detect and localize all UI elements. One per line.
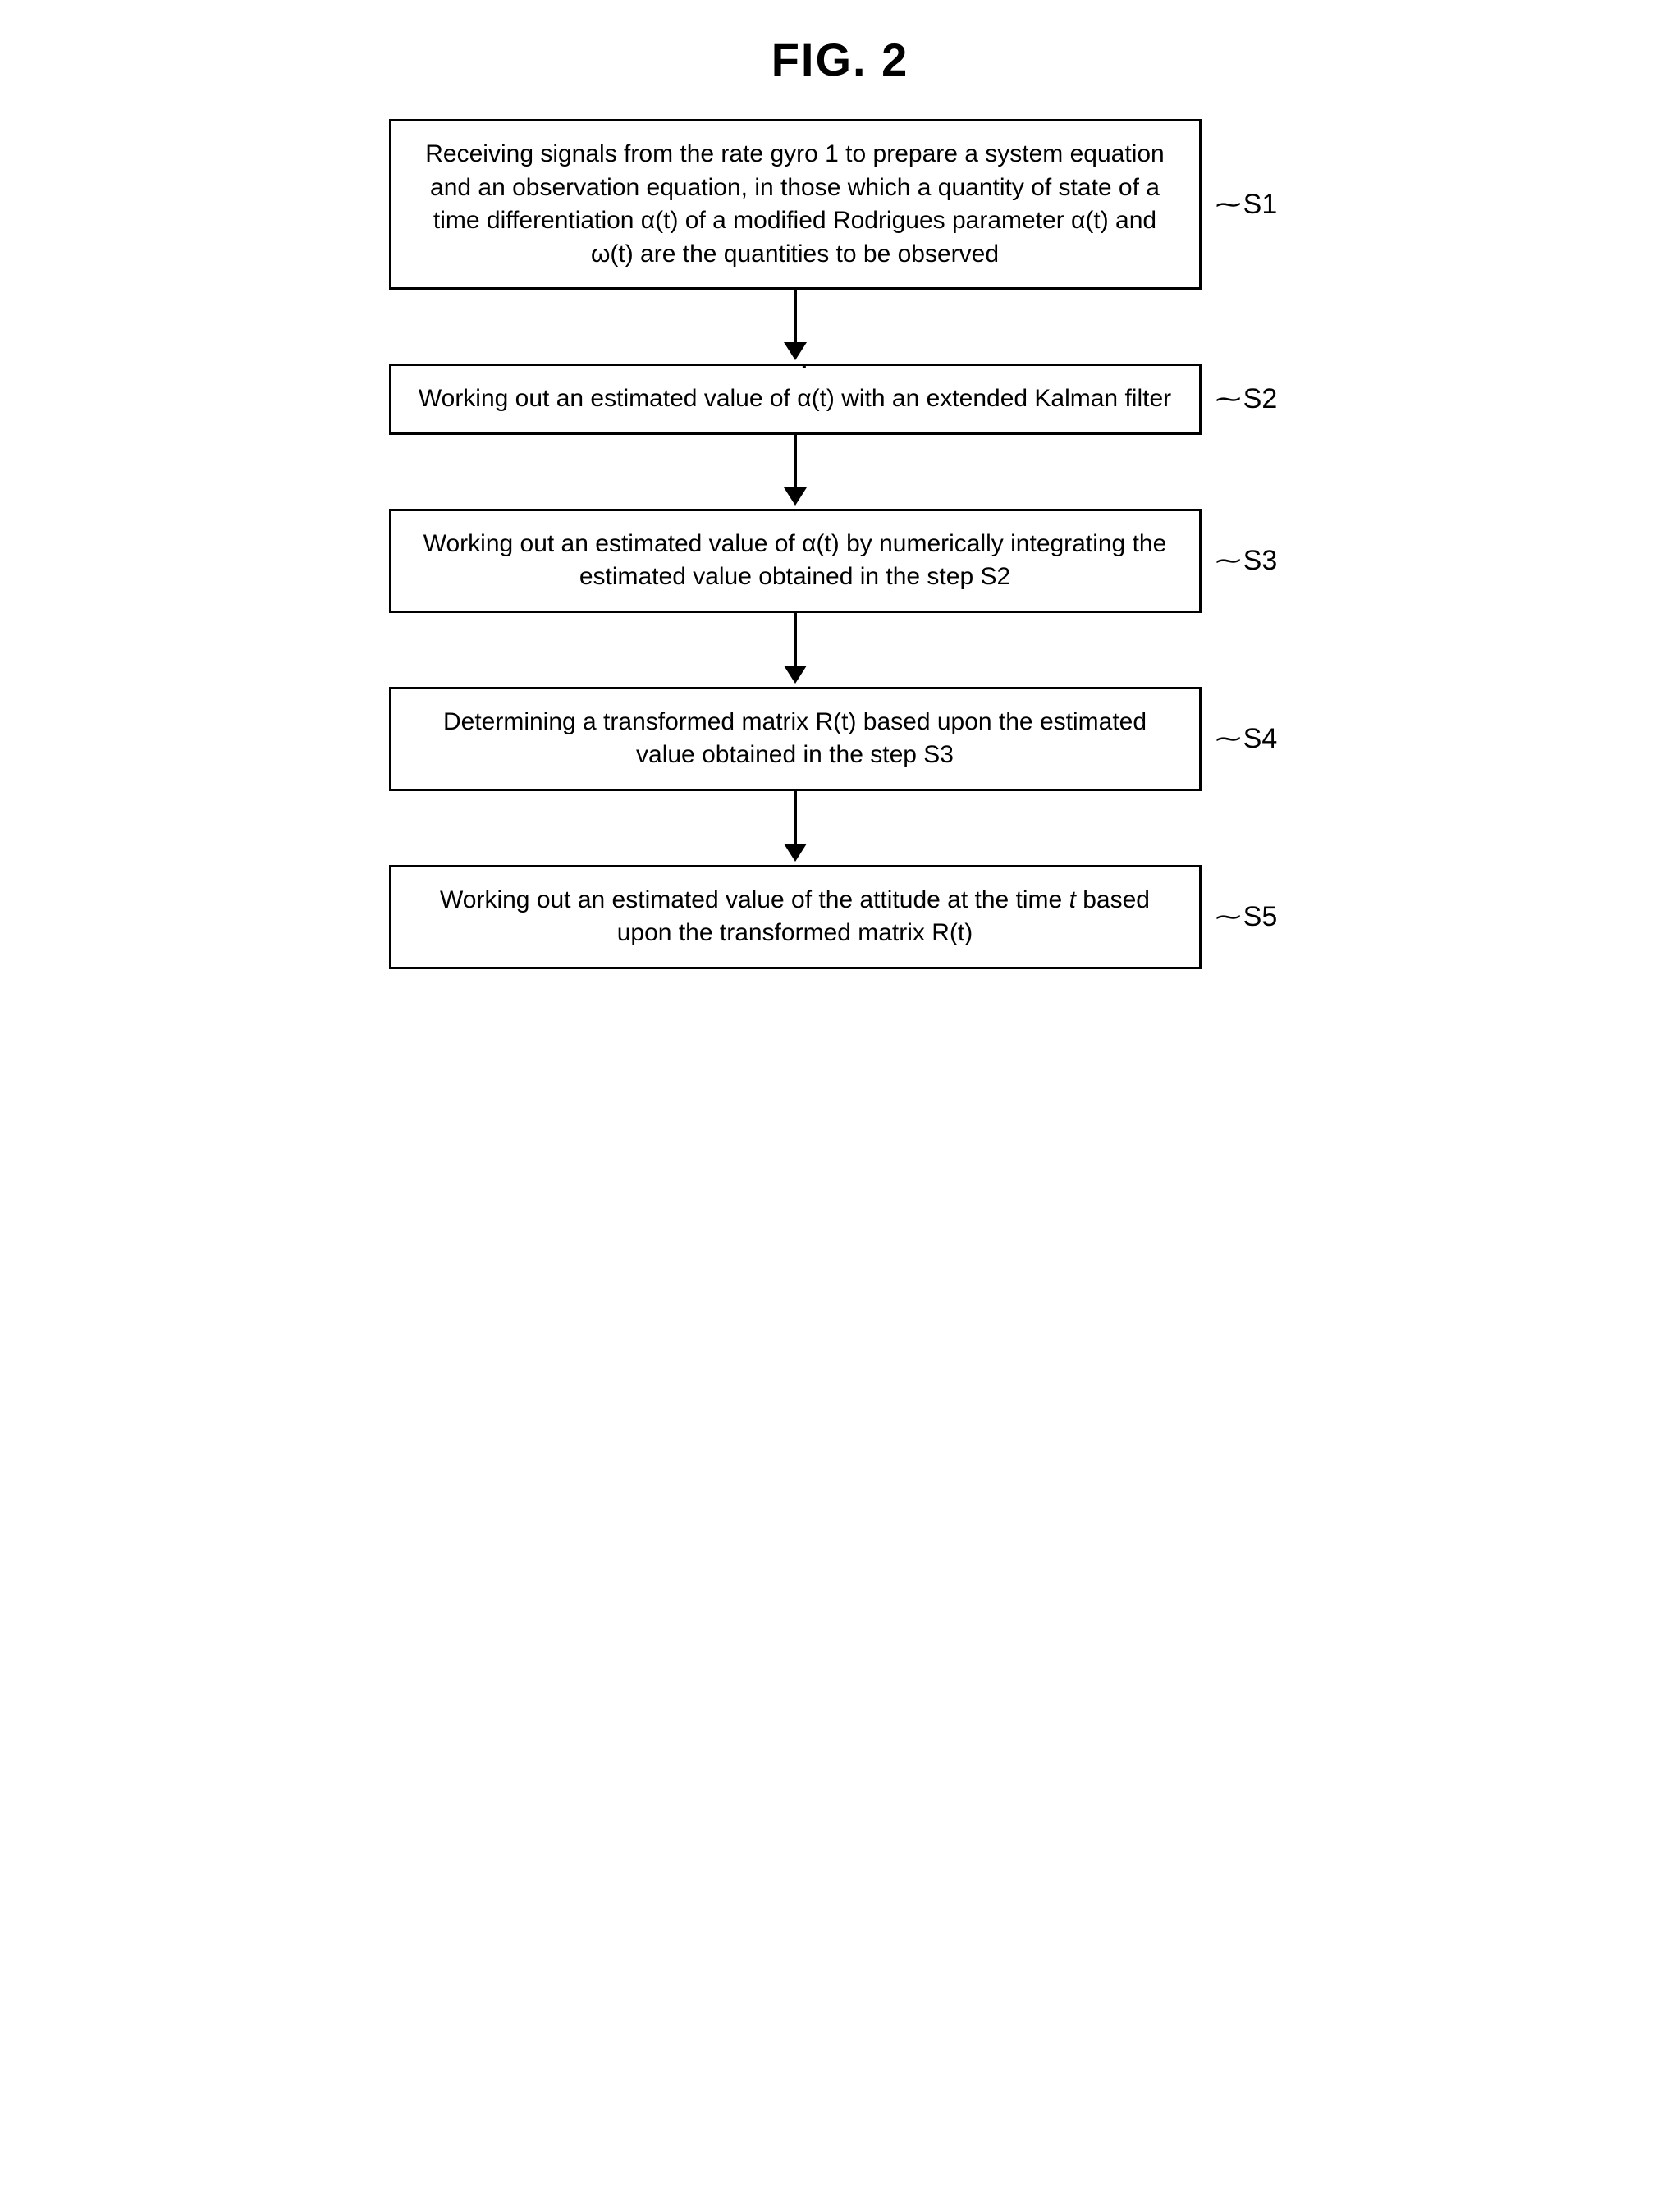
tilde-connector: ∼: [1212, 547, 1243, 575]
step-row: Working out an estimated value of α(t) b…: [389, 509, 1292, 613]
step-box-s3: Working out an estimated value of α(t) b…: [389, 509, 1202, 613]
step-label-text: S5: [1243, 901, 1278, 933]
figure-title: FIG. 2: [771, 33, 909, 86]
step-row: Receiving signals from the rate gyro 1 t…: [389, 119, 1292, 290]
arrow-icon: [784, 435, 807, 509]
step-label: ∼ S3: [1218, 545, 1292, 577]
step-label-text: S3: [1243, 545, 1278, 577]
tilde-connector: ∼: [1212, 903, 1243, 931]
step-label: ∼ S2: [1218, 383, 1292, 415]
arrow-icon: [784, 613, 807, 687]
step-label: ∼ S1: [1218, 189, 1292, 221]
arrow-line: [794, 290, 797, 342]
arrow-head: [784, 487, 807, 506]
tilde-connector: ∼: [1212, 385, 1243, 414]
step-label-text: S2: [1243, 383, 1278, 415]
flowchart-container: Receiving signals from the rate gyro 1 t…: [389, 119, 1292, 969]
arrow-line: [794, 613, 797, 666]
step-box-s5: Working out an estimated value of the at…: [389, 865, 1202, 969]
step-label-text: S4: [1243, 723, 1278, 755]
step-row: Working out an estimated value of α(t) w…: [389, 364, 1292, 435]
tilde-connector: ∼: [1212, 725, 1243, 753]
arrow-line: [794, 435, 797, 487]
step-box-s2: Working out an estimated value of α(t) w…: [389, 364, 1202, 435]
step-label: ∼ S4: [1218, 723, 1292, 755]
step-box-s4: Determining a transformed matrix R(t) ba…: [389, 687, 1202, 791]
arrow-head: [784, 666, 807, 684]
step-label-text: S1: [1243, 189, 1278, 221]
arrow-head: [784, 844, 807, 862]
tilde-connector: ∼: [1212, 190, 1243, 219]
arrow-line: [794, 791, 797, 844]
step-label: ∼ S5: [1218, 901, 1292, 933]
arrow-icon: [784, 791, 807, 865]
step-row: Working out an estimated value of the at…: [389, 865, 1292, 969]
step-box-s1: Receiving signals from the rate gyro 1 t…: [389, 119, 1202, 290]
step-row: Determining a transformed matrix R(t) ba…: [389, 687, 1292, 791]
